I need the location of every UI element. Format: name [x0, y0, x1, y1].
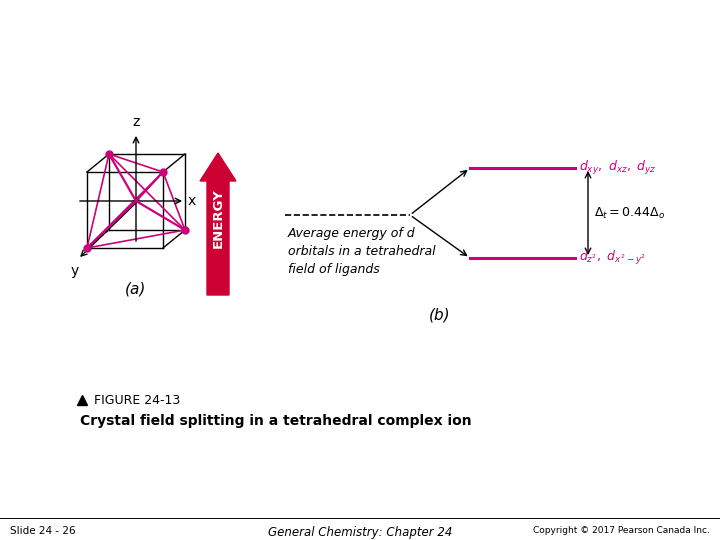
Text: ENERGY: ENERGY	[212, 188, 225, 248]
Text: Crystal field splitting in a tetrahedral complex ion: Crystal field splitting in a tetrahedral…	[80, 414, 472, 428]
Text: FIGURE 24-13: FIGURE 24-13	[94, 394, 180, 407]
Text: $d_{z^2},\ d_{x^2-y^2}$: $d_{z^2},\ d_{x^2-y^2}$	[579, 249, 646, 267]
Text: (b): (b)	[429, 308, 451, 323]
Text: Slide 24 - 26: Slide 24 - 26	[10, 526, 76, 536]
Text: $\Delta_t = 0.44\Delta_o$: $\Delta_t = 0.44\Delta_o$	[594, 205, 665, 220]
FancyArrow shape	[200, 153, 236, 295]
Text: z: z	[132, 115, 140, 129]
Text: Average energy of d
orbitals in a tetrahedral
field of ligands: Average energy of d orbitals in a tetrah…	[288, 227, 436, 276]
Text: (a): (a)	[125, 281, 147, 296]
Text: $d_{xy},\ d_{xz},\ d_{yz}$: $d_{xy},\ d_{xz},\ d_{yz}$	[579, 159, 657, 177]
Text: y: y	[71, 264, 79, 278]
Text: General Chemistry: Chapter 24: General Chemistry: Chapter 24	[268, 526, 452, 539]
Text: x: x	[188, 194, 197, 208]
Text: Copyright © 2017 Pearson Canada Inc.: Copyright © 2017 Pearson Canada Inc.	[533, 526, 710, 535]
